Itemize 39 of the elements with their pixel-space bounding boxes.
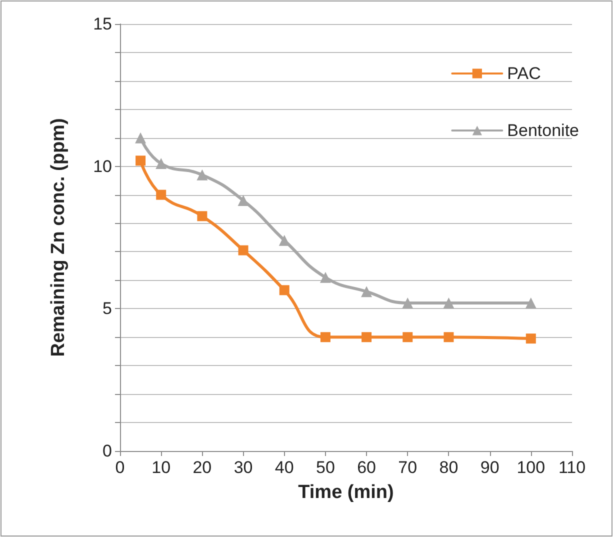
- point: [402, 297, 414, 308]
- point: [402, 332, 413, 342]
- x-tick-label: 80: [439, 458, 458, 477]
- x-axis-title: Time (min): [298, 482, 394, 503]
- point: [320, 272, 331, 283]
- x-tick-label: 40: [274, 458, 294, 477]
- point: [238, 194, 249, 206]
- point: [526, 334, 536, 344]
- x-tick-label: 100: [516, 458, 546, 477]
- x-tick-label: 50: [316, 458, 335, 477]
- legend-label: PAC: [507, 64, 541, 83]
- point: [443, 297, 454, 308]
- x-tick-label: 30: [234, 458, 253, 477]
- y-axis-title: Remaining Zn conc. (ppm): [48, 118, 69, 357]
- point: [156, 158, 167, 169]
- point: [279, 285, 290, 296]
- x-tick-label: 70: [398, 458, 418, 477]
- x-tick-label: 110: [558, 458, 586, 477]
- point: [525, 297, 536, 308]
- x-tick-label: 90: [480, 458, 500, 477]
- point: [444, 332, 454, 342]
- point: [136, 156, 146, 166]
- point: [197, 211, 208, 222]
- x-tick-label: 20: [192, 458, 212, 477]
- point: [361, 286, 372, 298]
- y-tick-label: 15: [93, 14, 112, 34]
- y-tick-label: 10: [93, 156, 112, 176]
- point: [238, 245, 248, 256]
- x-tick-label: 60: [357, 458, 376, 477]
- point: [156, 190, 166, 200]
- x-tick-label: 10: [152, 458, 171, 477]
- y-tick-label: 0: [102, 442, 112, 460]
- point: [196, 169, 208, 180]
- y-tick-label: 5: [102, 299, 112, 318]
- x-tick-label: 0: [115, 458, 125, 477]
- legend-label: Bentonite: [507, 121, 580, 140]
- point: [320, 332, 330, 342]
- point: [135, 132, 146, 144]
- point: [362, 332, 372, 342]
